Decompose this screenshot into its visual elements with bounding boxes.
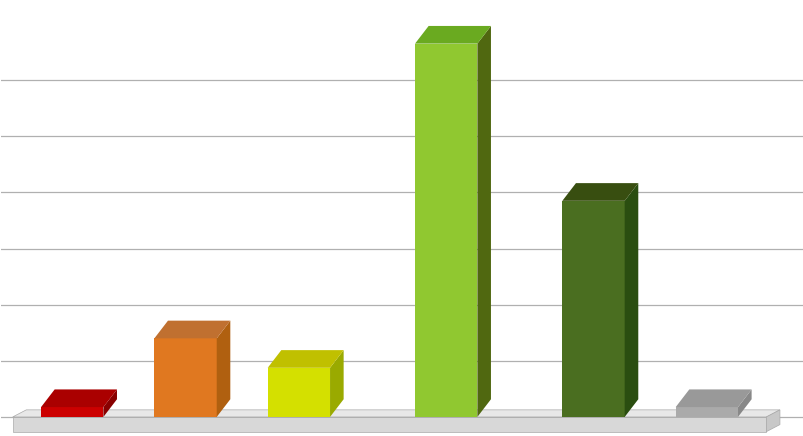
Polygon shape	[104, 389, 117, 417]
Polygon shape	[477, 26, 491, 417]
Bar	[561, 201, 624, 417]
Bar	[414, 44, 477, 417]
Polygon shape	[154, 320, 230, 338]
Bar	[675, 407, 737, 417]
Bar	[154, 338, 217, 417]
Polygon shape	[329, 350, 343, 417]
Polygon shape	[217, 320, 230, 417]
Polygon shape	[765, 410, 779, 432]
Polygon shape	[561, 183, 638, 201]
Bar	[41, 407, 104, 417]
Polygon shape	[267, 350, 343, 368]
Polygon shape	[414, 26, 491, 44]
Polygon shape	[41, 389, 117, 407]
Bar	[13, 417, 765, 432]
Polygon shape	[13, 410, 779, 417]
Polygon shape	[737, 389, 751, 417]
Polygon shape	[624, 183, 638, 417]
Polygon shape	[675, 389, 751, 407]
Bar	[267, 368, 329, 417]
